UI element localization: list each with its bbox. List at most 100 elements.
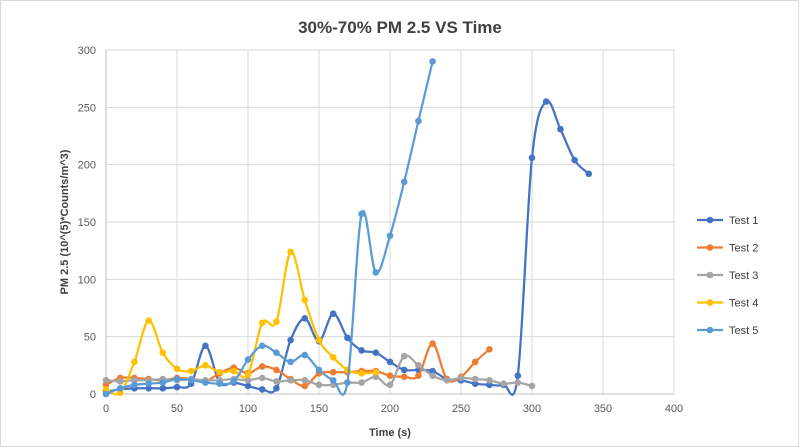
- data-point-test-3: [500, 380, 507, 387]
- legend-item-test-4: Test 4: [697, 298, 758, 310]
- x-tick-label: 200: [381, 403, 399, 415]
- data-point-test-5: [400, 178, 408, 186]
- y-tick-label: 150: [78, 217, 96, 229]
- legend-label-test-5: Test 5: [729, 325, 758, 337]
- data-point-test-1: [344, 334, 351, 342]
- data-point-test-3: [301, 376, 309, 384]
- legend-marker-test-5: [706, 326, 714, 334]
- data-point-test-3: [400, 352, 408, 360]
- data-point-test-3: [315, 381, 323, 389]
- legend-label-test-1: Test 1: [729, 215, 758, 227]
- data-point-test-4: [216, 368, 223, 376]
- data-point-test-1: [571, 156, 578, 164]
- x-tick-label: 250: [452, 403, 470, 415]
- data-point-test-2: [415, 372, 422, 379]
- data-point-test-1: [557, 125, 564, 133]
- data-point-test-5: [230, 378, 238, 385]
- data-point-test-5: [187, 376, 195, 384]
- data-point-test-4: [301, 296, 309, 304]
- legend-label-test-4: Test 4: [729, 298, 758, 310]
- data-point-test-5: [386, 232, 394, 240]
- data-point-test-2: [471, 358, 479, 366]
- data-point-test-1: [301, 315, 309, 322]
- data-point-test-2: [486, 345, 493, 353]
- data-point-test-5: [116, 384, 124, 392]
- data-point-test-5: [273, 349, 280, 357]
- data-point-test-5: [372, 269, 380, 276]
- data-point-test-4: [230, 367, 238, 375]
- data-point-test-4: [145, 317, 152, 324]
- x-tick-label: 50: [171, 403, 183, 415]
- series-test-1: [102, 98, 593, 396]
- data-point-test-5: [429, 58, 436, 65]
- data-point-test-4: [315, 336, 323, 344]
- data-point-test-2: [301, 382, 309, 390]
- y-tick-label: 300: [78, 45, 96, 57]
- data-point-test-5: [131, 381, 138, 389]
- data-point-test-5: [145, 380, 152, 387]
- data-point-test-3: [116, 378, 124, 385]
- data-point-test-3: [429, 372, 436, 379]
- series-layer: [102, 58, 593, 398]
- legend-label-test-3: Test 3: [729, 270, 758, 282]
- data-point-test-5: [344, 379, 351, 386]
- data-point-test-1: [429, 367, 436, 375]
- y-tick-label: 200: [78, 160, 96, 172]
- data-point-test-2: [258, 363, 266, 370]
- axis-layer: 0 50 100 150 200 250 300 350 400 0 50 100 150 200 250 3…: [78, 45, 684, 415]
- data-point-test-3: [287, 376, 294, 384]
- series-test-5: [102, 58, 436, 398]
- data-point-test-3: [102, 376, 110, 384]
- data-point-test-1: [486, 381, 493, 389]
- legend-item-test-5: Test 5: [697, 325, 758, 337]
- y-tick-label: 100: [78, 274, 96, 286]
- legend-marker-test-1: [706, 216, 714, 224]
- data-point-test-4: [102, 386, 110, 393]
- data-point-test-4: [159, 349, 167, 357]
- data-point-test-1: [514, 372, 522, 379]
- legend-item-test-2: Test 2: [697, 243, 758, 255]
- data-point-test-4: [287, 248, 294, 256]
- data-point-test-3: [486, 376, 493, 384]
- data-point-test-4: [244, 371, 252, 378]
- data-point-test-5: [258, 342, 266, 350]
- data-point-test-3: [471, 375, 479, 383]
- chart-title: 30%-70% PM 2.5 VS Time: [298, 18, 502, 37]
- data-point-test-1: [372, 349, 380, 357]
- data-point-test-3: [528, 382, 536, 390]
- data-point-test-3: [273, 378, 280, 385]
- data-point-test-1: [528, 154, 536, 162]
- data-point-test-1: [400, 366, 408, 374]
- grid-layer: [106, 49, 675, 394]
- data-point-test-2: [429, 340, 436, 347]
- y-axis-title: PM 2.5 (10^(5)*Counts/m^3): [59, 149, 71, 294]
- legend-item-test-3: Test 3: [697, 270, 758, 282]
- data-point-test-4: [273, 318, 280, 326]
- data-point-test-3: [258, 374, 266, 382]
- data-point-test-3: [358, 379, 365, 386]
- legend: Test 1 Test 2 Test 3 Test 4 Test 5: [697, 215, 758, 337]
- data-point-test-5: [287, 358, 294, 366]
- data-point-test-4: [202, 362, 209, 369]
- data-point-test-5: [315, 366, 323, 374]
- data-point-test-5: [159, 379, 167, 386]
- data-point-test-1: [173, 383, 181, 391]
- y-tick-label: 0: [90, 389, 96, 401]
- data-point-test-3: [443, 376, 451, 384]
- data-point-test-3: [131, 376, 138, 384]
- data-point-test-2: [400, 373, 408, 381]
- data-point-test-4: [187, 367, 195, 375]
- data-point-test-1: [585, 170, 593, 178]
- data-point-test-1: [258, 386, 266, 393]
- data-point-test-1: [471, 380, 479, 387]
- data-point-test-2: [329, 368, 337, 376]
- data-point-test-5: [216, 380, 223, 387]
- legend-marker-test-3: [706, 271, 714, 279]
- data-point-test-5: [102, 390, 110, 398]
- data-point-test-5: [244, 356, 252, 363]
- data-point-test-4: [258, 319, 266, 327]
- data-point-test-5: [358, 210, 365, 218]
- data-point-test-2: [386, 372, 394, 379]
- x-tick-label: 300: [523, 403, 541, 415]
